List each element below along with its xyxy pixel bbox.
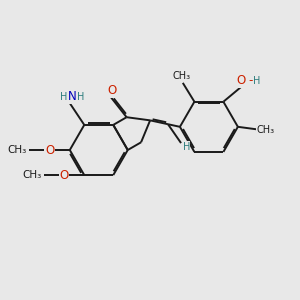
Text: O: O (107, 84, 117, 97)
Text: N: N (68, 90, 77, 103)
Text: CH₃: CH₃ (8, 145, 27, 155)
Text: H: H (183, 142, 190, 152)
Text: CH₃: CH₃ (22, 170, 41, 180)
Text: H: H (253, 76, 260, 86)
Text: H: H (77, 92, 85, 102)
Text: O: O (237, 74, 246, 87)
Text: CH₃: CH₃ (257, 125, 275, 135)
Text: -: - (249, 74, 253, 87)
Text: O: O (45, 143, 54, 157)
Text: O: O (59, 169, 69, 182)
Text: H: H (60, 92, 67, 102)
Text: CH₃: CH₃ (172, 70, 190, 81)
